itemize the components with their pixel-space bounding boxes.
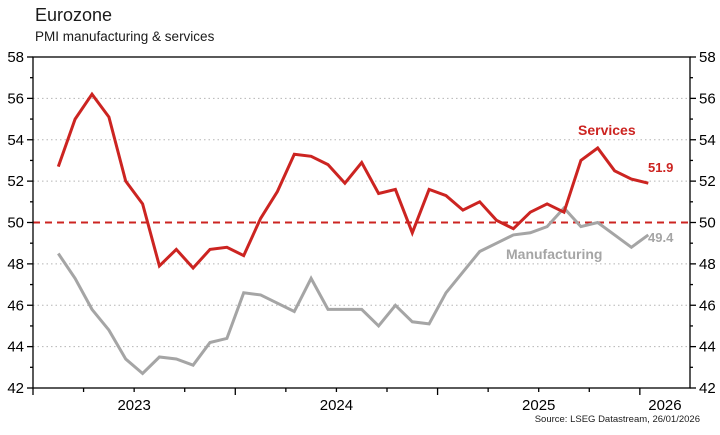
y-label-right-44: 44 [699,339,716,356]
y-label-left-42: 42 [7,380,24,397]
x-year-label-2026: 2026 [648,397,681,414]
y-label-left-48: 48 [7,256,24,273]
y-label-right-52: 52 [699,173,716,190]
y-label-left-44: 44 [7,339,24,356]
y-label-right-48: 48 [699,256,716,273]
y-label-left-46: 46 [7,297,24,314]
y-label-left-50: 50 [7,215,24,232]
services-last-value: 51.9 [648,160,674,175]
manufacturing-last-value: 49.4 [648,230,674,245]
chart-title: Eurozone [35,5,113,25]
y-label-right-56: 56 [699,90,716,107]
x-year-label-2025: 2025 [522,397,555,414]
y-label-right-54: 54 [699,132,716,149]
services-line [56,91,649,271]
y-label-left-58: 58 [7,49,24,66]
y-label-left-56: 56 [7,90,24,107]
y-label-left-54: 54 [7,132,24,149]
y-label-right-42: 42 [699,380,716,397]
y-label-left-52: 52 [7,173,24,190]
manufacturing-line [57,205,650,376]
y-label-right-50: 50 [699,215,716,232]
y-label-right-58: 58 [699,49,716,66]
services-series-label: Services [578,122,636,138]
x-year-label-2023: 2023 [117,397,150,414]
source-attribution: Source: LSEG Datastream, 26/01/2026 [534,414,700,425]
manufacturing-series-label: Manufacturing [506,246,603,262]
y-label-right-46: 46 [699,297,716,314]
x-year-label-2024: 2024 [320,397,353,414]
chart-subtitle: PMI manufacturing & services [35,29,215,44]
